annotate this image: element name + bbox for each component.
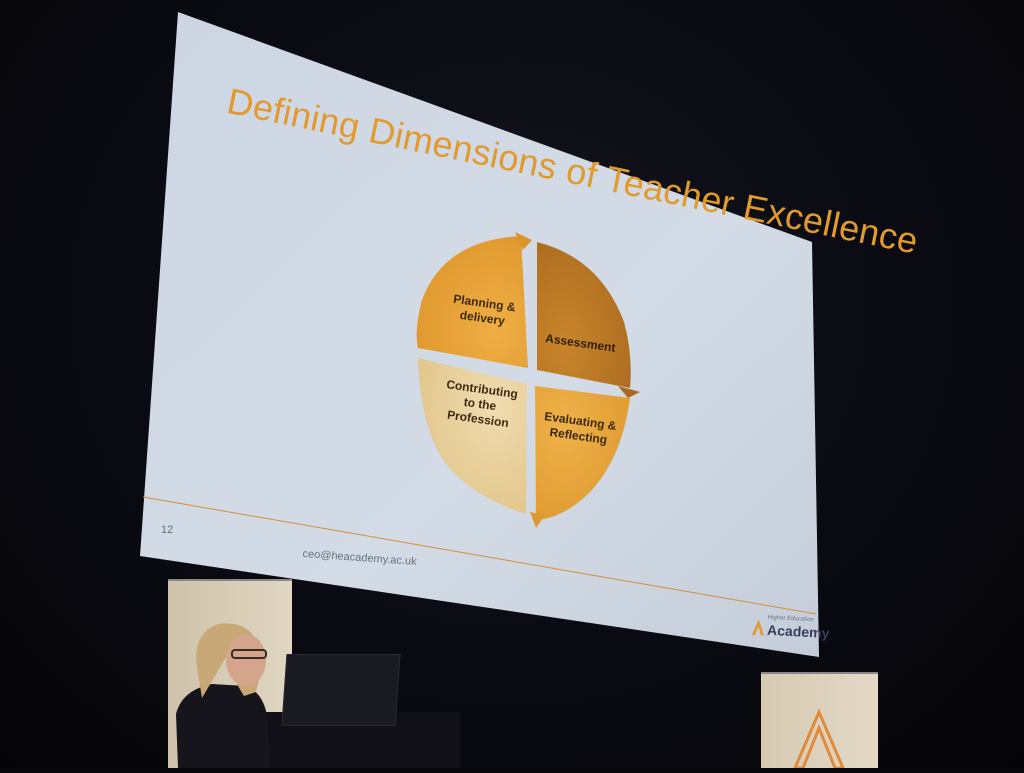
segment-assessment <box>537 242 631 388</box>
arrow-head-right <box>618 386 640 398</box>
arrow-head-top <box>515 232 532 250</box>
segment-contributing-profession <box>418 358 527 514</box>
presenter-body <box>176 684 270 768</box>
slide-page-number: 12 <box>161 524 174 536</box>
laptop <box>281 654 401 726</box>
cycle-diagram <box>416 232 640 528</box>
presenter-face <box>226 634 266 686</box>
academy-logo-icon <box>751 619 764 636</box>
presenter <box>176 623 270 768</box>
segment-planning-delivery <box>416 236 528 368</box>
banner-logo-icon <box>792 708 846 770</box>
slide-divider-line <box>142 496 817 615</box>
brand-name: Academy <box>766 621 830 642</box>
arrow-head-bottom <box>530 512 545 528</box>
segment-evaluating-reflecting <box>535 386 630 520</box>
presenter-glasses-icon <box>231 649 267 659</box>
stage-banner-right <box>761 674 878 770</box>
